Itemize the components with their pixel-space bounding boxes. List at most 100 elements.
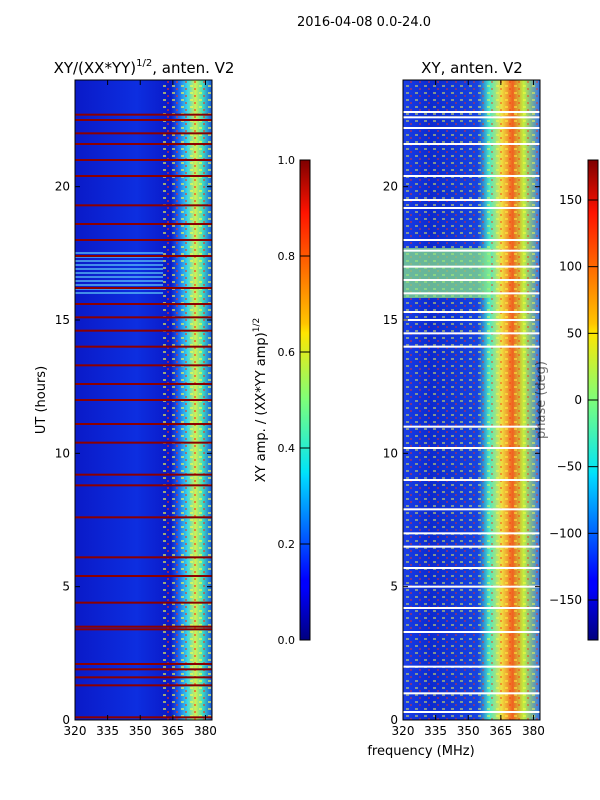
left-flag-line-32	[75, 113, 212, 116]
right-x-tick-label-3: 365	[489, 724, 512, 738]
left-title-tail: , anten. V2	[152, 59, 234, 77]
right-colorbar-ticks: 150 100 50 0 −50 −100 −150	[549, 193, 598, 607]
right-colorbar-tick-label-5: −100	[549, 526, 582, 540]
right-y-tick-label-1: 5	[390, 580, 398, 594]
left-flag-line-11	[75, 484, 212, 487]
left-flag-line-7	[75, 601, 212, 604]
right-y-tick-label-2: 10	[383, 446, 398, 460]
right-flag-line-24	[403, 175, 540, 177]
left-flag-line-30	[75, 132, 212, 135]
right-colorbar-tick-label-2: 50	[567, 326, 582, 340]
right-flag-lines	[403, 111, 540, 713]
right-x-tick-label-2: 350	[457, 724, 480, 738]
right-flag-line-28	[403, 111, 540, 113]
right-flag-line-27	[403, 116, 540, 119]
left-title-sup: 1/2	[136, 58, 152, 69]
left-flag-line-22	[75, 287, 212, 289]
left-flag-line-25	[75, 223, 212, 225]
left-flag-line-9	[75, 556, 212, 559]
right-flag-line-19	[403, 265, 540, 268]
right-x-tick-label-0: 320	[392, 724, 415, 738]
left-title-main: XY/(XX*YY)	[54, 59, 137, 77]
left-x-tick-label-2: 350	[129, 724, 152, 738]
right-flag-line-4	[403, 607, 540, 609]
right-heatmap-frame	[402, 79, 541, 721]
right-flag-line-25	[403, 143, 540, 145]
right-x-tick-label-1: 335	[424, 724, 447, 738]
left-flag-line-27	[75, 175, 212, 177]
left-flag-line-23	[75, 255, 212, 257]
right-flag-line-18	[403, 279, 540, 281]
left-flag-line-29	[75, 143, 212, 145]
left-flag-line-19	[75, 329, 212, 332]
left-colorbar: 0.0 0.2 0.4 0.6 0.8 1.0 XY amp. / (XX*YY amp)…	[252, 154, 311, 647]
left-y-axis: 0 5 10 15 20	[55, 180, 212, 727]
right-flag-line-0	[403, 711, 540, 713]
right-flag-line-26	[403, 127, 540, 129]
left-colorbar-tick-label-3: 0.6	[278, 346, 296, 359]
right-flag-line-21	[403, 239, 540, 241]
right-flag-line-15	[403, 319, 540, 321]
right-flag-line-5	[403, 585, 540, 588]
left-colorbar-tick-label-5: 1.0	[278, 154, 296, 167]
right-panel-title: XY, anten. V2	[421, 59, 523, 77]
left-colorbar-label-main: XY amp. / (XX*YY amp)	[254, 332, 269, 482]
left-flag-line-16	[75, 383, 212, 385]
left-flag-line-28	[75, 159, 212, 161]
left-flag-lines	[75, 113, 212, 719]
right-flag-line-13	[403, 345, 540, 348]
left-flag-line-21	[75, 303, 212, 305]
right-flag-line-20	[403, 249, 540, 252]
left-colorbar-label: XY amp. / (XX*YY amp)1/2	[252, 318, 269, 482]
right-colorbar: 150 100 50 0 −50 −100 −150 phase (deg)	[534, 159, 599, 641]
figure-suptitle: 2016-04-08 0.0-24.0	[297, 15, 431, 30]
left-flag-line-31	[75, 119, 212, 121]
right-flag-line-11	[403, 447, 540, 449]
left-colorbar-label-sup: 1/2	[252, 318, 262, 332]
right-flag-line-16	[403, 311, 540, 313]
left-colorbar-ticks: 0.0 0.2 0.4 0.6 0.8 1.0	[278, 154, 310, 647]
right-flag-line-3	[403, 631, 540, 633]
right-colorbar-tick-label-3: 0	[574, 393, 582, 407]
right-x-axis-label: frequency (MHz)	[367, 744, 474, 759]
left-y-tick-label-0: 0	[62, 713, 70, 727]
left-flag-line-2	[75, 676, 212, 679]
left-flag-line-10	[75, 516, 212, 519]
right-flag-line-7	[403, 545, 540, 548]
right-flag-line-23	[403, 199, 540, 201]
right-y-tick-label-3: 15	[383, 313, 398, 327]
left-y-tick-label-4: 20	[55, 180, 70, 194]
left-flag-line-6	[75, 625, 212, 628]
right-flag-line-10	[403, 479, 540, 481]
right-flag-line-12	[403, 425, 540, 428]
left-flag-line-8	[75, 575, 212, 577]
right-colorbar-tick-label-6: −150	[549, 593, 582, 607]
right-colorbar-tick-label-0: 150	[559, 193, 582, 207]
right-x-tick-label-4: 380	[522, 724, 545, 738]
right-flag-line-8	[403, 532, 540, 535]
left-flag-line-26	[75, 204, 212, 207]
left-flag-line-13	[75, 441, 212, 444]
right-y-tick-label-4: 20	[383, 180, 398, 194]
left-x-tick-label-1: 335	[96, 724, 119, 738]
right-flag-line-14	[403, 332, 540, 335]
left-flag-line-14	[75, 423, 212, 425]
left-flag-line-15	[75, 399, 212, 401]
left-flag-line-4	[75, 663, 212, 665]
left-flag-line-12	[75, 473, 212, 476]
left-flag-line-1	[75, 684, 212, 687]
right-x-axis: 320 335 350 365 380	[392, 80, 545, 738]
left-y-axis-label: UT (hours)	[34, 366, 49, 434]
left-panel-title: XY/(XX*YY)1/2, anten. V2	[54, 58, 235, 77]
right-colorbar-label: phase (deg)	[534, 361, 549, 439]
left-x-tick-label-4: 380	[194, 724, 217, 738]
right-flag-line-9	[403, 508, 540, 511]
left-x-tick-label-3: 365	[161, 724, 184, 738]
left-flag-line-17	[75, 364, 212, 367]
left-flag-line-5	[75, 628, 212, 631]
left-flag-line-18	[75, 345, 212, 348]
left-colorbar-gradient	[299, 159, 311, 641]
right-y-tick-label-0: 0	[390, 713, 398, 727]
right-heatmap-texture	[403, 80, 540, 720]
left-heatmap-panel: XY/(XX*YY)1/2, anten. V2 320 335 350 365 380…	[34, 58, 234, 738]
